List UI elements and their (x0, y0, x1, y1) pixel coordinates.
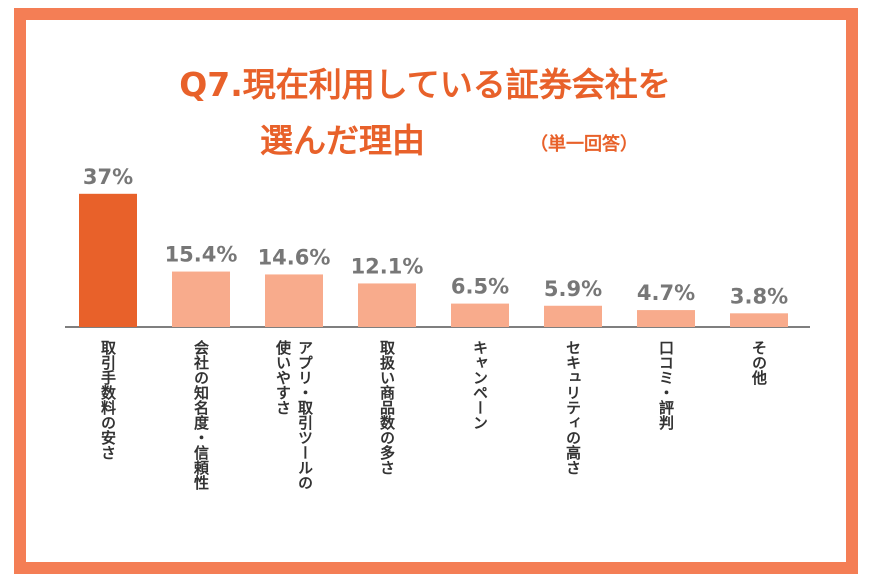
bar (172, 271, 230, 327)
bar (544, 305, 602, 327)
category-label: アプリ・取引ツールの 使いやすさ (274, 340, 314, 490)
category-label: セキュリティの高さ (564, 340, 582, 475)
bar (730, 313, 788, 327)
category-label: その他 (750, 340, 768, 385)
category-label: 会社の知名度・信頼性 (192, 340, 210, 490)
bar (358, 283, 416, 327)
category-label: 口コミ・評判 (657, 340, 675, 430)
value-label: 37% (83, 165, 133, 189)
value-label: 5.9% (544, 277, 602, 301)
value-label: 4.7% (637, 281, 695, 305)
bar (79, 193, 137, 327)
chart-subtitle: （単一回答） (530, 133, 638, 155)
category-label: 取扱い商品数の多さ (378, 340, 396, 475)
bar (451, 303, 509, 327)
value-label: 12.1% (351, 254, 424, 278)
chart-title: 選んだ理由 (260, 121, 425, 160)
bar (265, 274, 323, 327)
bar (637, 310, 695, 327)
category-label: 取引手数料の安さ (99, 340, 117, 460)
value-label: 3.8% (730, 284, 788, 308)
value-label: 15.4% (165, 243, 238, 267)
value-label: 14.6% (258, 245, 331, 269)
value-label: 6.5% (451, 275, 509, 299)
frame (14, 8, 858, 574)
chart-title: Q7.現在利用している証券会社を (179, 65, 671, 104)
category-label: キャンペーン (471, 340, 489, 430)
